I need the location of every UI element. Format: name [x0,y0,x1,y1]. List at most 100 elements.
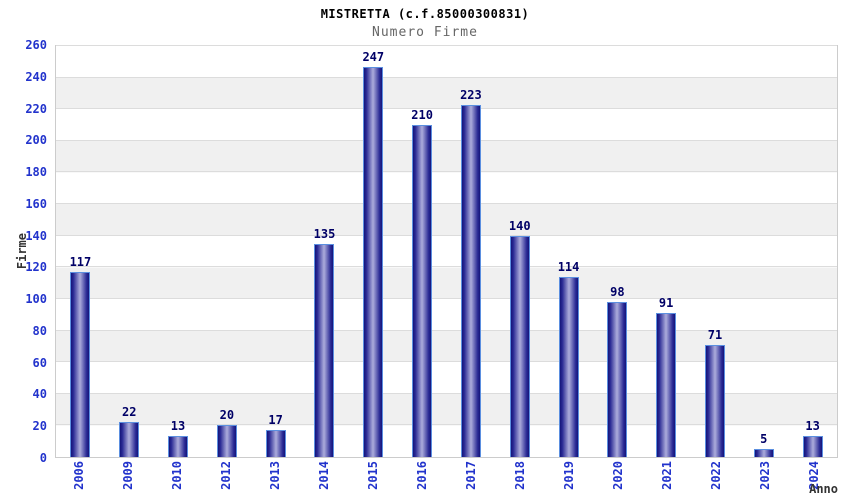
x-tick-label: 2014 [317,461,332,490]
bar-value-label: 135 [313,226,336,241]
bar-value-label: 22 [121,405,137,420]
plot-area: 117 22 13 20 17 135 247 210 223 140 114 98 91 71 5 13 [55,45,838,458]
gridline [56,203,837,205]
x-tick-label: 2013 [268,461,283,490]
bar-value-label: 20 [219,408,235,423]
y-tick-label: 160 [25,196,47,211]
bar-value-label: 223 [460,87,482,102]
x-tick-label: 2015 [366,461,381,490]
bar [753,449,774,457]
y-axis: 0 20 40 60 80 100 120 140 160 180 200 220 240 260 [0,39,50,464]
y-tick-label: 80 [32,323,47,338]
bar-value-label: 140 [508,218,531,233]
bar [70,272,91,457]
bar [558,276,579,457]
y-tick-label: 120 [25,260,47,275]
x-tick-label: 2009 [121,461,136,490]
bar-slot: 117 [56,46,105,457]
gridline [56,76,837,78]
x-tick-label: 2010 [170,461,185,490]
bar-slot: 135 [300,46,349,457]
y-tick-label: 260 [25,38,47,52]
y-tick-label: 180 [25,165,47,180]
bar [802,436,823,457]
bar [704,344,725,457]
gridline [56,392,837,394]
y-tick-label: 100 [25,292,47,307]
y-tick-label: 200 [25,133,47,148]
bar [363,66,384,457]
bar-value-label: 71 [707,327,723,342]
y-tick-label: 220 [25,101,47,116]
x-tick-slot: 2015 [349,461,398,499]
y-tick-label: 140 [25,228,47,243]
bar-slot: 247 [349,46,398,457]
bar [607,302,628,457]
bar-slot: 98 [593,46,642,457]
x-tick-slot: 2010 [153,461,202,499]
bar-value-label: 5 [760,432,768,447]
bar-slot: 210 [398,46,447,457]
bar-slot: 140 [495,46,544,457]
x-tick-label: 2018 [512,461,527,490]
x-tick-slot: 2014 [300,461,349,499]
bar-value-label: 13 [805,419,820,434]
bar-series: 117 22 13 20 17 135 247 210 223 140 114 98 91 71 5 13 [56,46,837,457]
x-axis: 2006 2009 2010 2012 2013 2014 2015 2016 2017 2018… [55,461,838,499]
bar-slot: 13 [154,46,203,457]
gridline [56,45,837,46]
bar-value-label: 98 [610,285,625,300]
bar [412,125,433,457]
bar-value-label: 114 [557,259,580,274]
bar-value-label: 17 [268,413,283,428]
gridline [56,329,837,331]
x-tick-slot: 2021 [642,461,691,499]
bar-slot: 17 [251,46,300,457]
y-tick-label: 20 [32,419,47,434]
bar-slot: 22 [105,46,154,457]
bar [168,436,189,457]
x-tick-label: 2020 [610,461,625,490]
x-tick-slot: 2016 [398,461,447,499]
x-tick-label: 2023 [757,461,772,490]
y-tick-label: 60 [32,355,47,370]
bar-value-label: 91 [658,296,674,311]
bar [314,243,335,457]
chart-title: MISTRETTA (c.f.85000300831) [320,7,530,21]
y-tick-label: 40 [32,387,47,402]
x-tick-label: 2016 [415,461,430,490]
gridline [56,171,837,173]
bar-value-label: 210 [411,108,433,123]
gridline [56,361,837,363]
x-tick-slot: 2022 [691,461,740,499]
gridline [56,108,837,110]
x-tick-slot: 2012 [202,461,251,499]
x-axis-title: Anno [809,482,838,496]
gridline [56,234,837,236]
x-tick-label: 2017 [463,461,478,490]
gridline [56,297,837,299]
bar [119,422,140,457]
bar [216,425,237,457]
x-tick-slot: 2009 [104,461,153,499]
x-tick-slot: 2023 [740,461,789,499]
gridline [56,424,837,426]
x-tick-slot: 2019 [544,461,593,499]
bar-slot: 13 [788,46,837,457]
bar-value-label: 247 [362,49,385,64]
y-tick-label: 0 [39,451,47,465]
x-tick-label: 2022 [708,461,723,490]
bar [509,235,530,457]
bar-slot: 5 [739,46,788,457]
x-tick-slot: 2013 [251,461,300,499]
y-tick-label: 240 [25,69,47,84]
bar [656,313,677,457]
gridline [56,266,837,268]
x-tick-label: 2012 [219,461,234,490]
bar-slot: 71 [691,46,740,457]
x-tick-slot: 2006 [55,461,104,499]
bar [265,430,286,457]
chart-subtitle: Numero Firme [372,25,478,40]
bar-slot: 223 [447,46,496,457]
